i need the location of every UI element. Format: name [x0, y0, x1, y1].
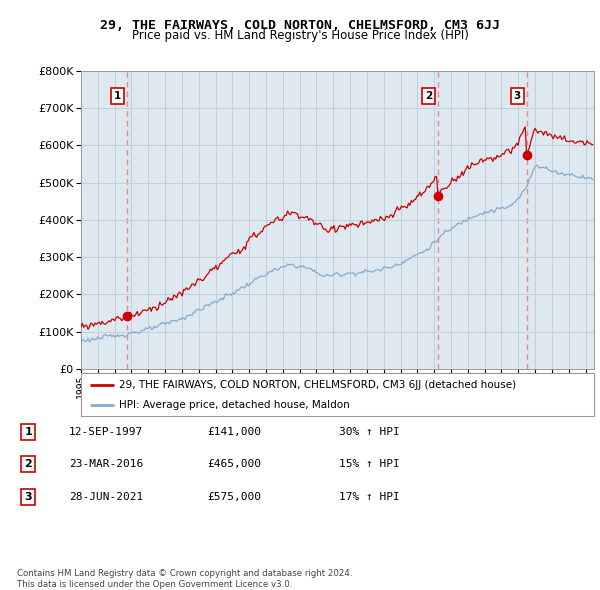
Text: 1: 1: [114, 91, 121, 101]
Text: 2: 2: [25, 460, 32, 469]
Text: £575,000: £575,000: [207, 492, 261, 502]
Text: 3: 3: [25, 492, 32, 502]
Text: £465,000: £465,000: [207, 460, 261, 469]
Text: 30% ↑ HPI: 30% ↑ HPI: [339, 427, 400, 437]
Text: £141,000: £141,000: [207, 427, 261, 437]
Text: Contains HM Land Registry data © Crown copyright and database right 2024.: Contains HM Land Registry data © Crown c…: [17, 569, 352, 578]
Text: 3: 3: [514, 91, 521, 101]
Text: 17% ↑ HPI: 17% ↑ HPI: [339, 492, 400, 502]
Text: 29, THE FAIRWAYS, COLD NORTON, CHELMSFORD, CM3 6JJ: 29, THE FAIRWAYS, COLD NORTON, CHELMSFOR…: [100, 19, 500, 32]
Text: 15% ↑ HPI: 15% ↑ HPI: [339, 460, 400, 469]
Text: 12-SEP-1997: 12-SEP-1997: [69, 427, 143, 437]
Text: HPI: Average price, detached house, Maldon: HPI: Average price, detached house, Mald…: [119, 400, 350, 410]
Text: Price paid vs. HM Land Registry's House Price Index (HPI): Price paid vs. HM Land Registry's House …: [131, 30, 469, 42]
Text: 23-MAR-2016: 23-MAR-2016: [69, 460, 143, 469]
Text: This data is licensed under the Open Government Licence v3.0.: This data is licensed under the Open Gov…: [17, 579, 292, 589]
Text: 28-JUN-2021: 28-JUN-2021: [69, 492, 143, 502]
Text: 2: 2: [425, 91, 432, 101]
Text: 1: 1: [25, 427, 32, 437]
Text: 29, THE FAIRWAYS, COLD NORTON, CHELMSFORD, CM3 6JJ (detached house): 29, THE FAIRWAYS, COLD NORTON, CHELMSFOR…: [119, 379, 517, 389]
